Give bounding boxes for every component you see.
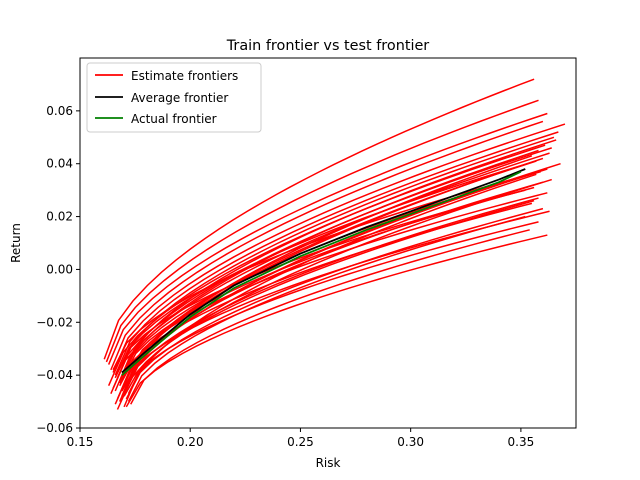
estimate-frontier-line — [103, 78, 535, 360]
estimate-frontier-line — [116, 136, 555, 379]
y-tick-label: 0.00 — [46, 262, 73, 276]
estimate-frontier-line — [112, 123, 566, 373]
x-tick-label: 0.15 — [67, 435, 94, 449]
estimate-frontier-line — [130, 229, 530, 405]
estimate-frontier-line — [114, 162, 528, 379]
estimate-frontier-line — [114, 131, 559, 376]
legend-label-actual: Actual frontier — [131, 112, 217, 126]
y-axis: −0.06 −0.04 −0.02 0.00 0.02 0.04 0.06 — [36, 104, 80, 435]
main-frontier-lines — [121, 168, 526, 376]
legend-label-average: Average frontier — [131, 91, 228, 105]
plot-area — [79, 57, 577, 429]
estimate-frontier-line — [121, 155, 533, 397]
x-axis-label: Risk — [316, 456, 341, 470]
estimate-frontier-line — [123, 221, 539, 397]
average-frontier-line — [121, 168, 526, 374]
estimate-frontier-line — [116, 189, 526, 373]
chart-title: Train frontier vs test frontier — [226, 38, 430, 54]
y-tick-label: 0.02 — [46, 210, 73, 224]
y-tick-label: −0.02 — [36, 315, 73, 329]
legend-label-estimate: Estimate frontiers — [131, 69, 238, 83]
x-tick-label: 0.20 — [177, 435, 204, 449]
estimate-frontier-line — [110, 120, 544, 371]
x-axis: 0.15 0.20 0.25 0.30 0.35 — [67, 428, 535, 449]
estimate-frontier-line — [105, 99, 539, 363]
estimate-frontier-line — [125, 234, 548, 408]
estimate-frontier-line — [127, 199, 535, 394]
estimate-frontier-line — [125, 181, 544, 389]
x-tick-label: 0.35 — [508, 435, 535, 449]
y-tick-label: 0.04 — [46, 157, 73, 171]
estimate-frontier-line — [127, 215, 526, 402]
estimate-frontier-lines — [103, 78, 566, 410]
y-axis-label: Return — [9, 223, 23, 263]
estimate-frontier-line — [121, 160, 537, 392]
x-tick-label: 0.25 — [287, 435, 314, 449]
y-tick-label: −0.06 — [36, 421, 73, 435]
plot-frame — [79, 57, 577, 429]
y-tick-label: −0.04 — [36, 368, 73, 382]
x-tick-label: 0.30 — [397, 435, 424, 449]
legend-box — [86, 62, 262, 133]
legend: Estimate frontiers Average frontier Actu… — [86, 62, 262, 133]
estimate-frontier-line — [107, 112, 548, 365]
estimate-frontier-line — [123, 197, 539, 394]
y-tick-label: 0.06 — [46, 104, 73, 118]
actual-frontier-line — [121, 170, 522, 376]
estimate-frontier-line — [114, 149, 539, 392]
